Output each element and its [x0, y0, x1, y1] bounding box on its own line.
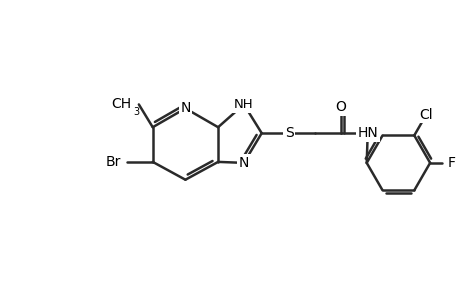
Text: N: N — [180, 101, 190, 116]
Text: CH: CH — [111, 98, 131, 111]
Text: O: O — [335, 100, 346, 114]
Text: N: N — [238, 156, 248, 170]
Text: HN: HN — [357, 126, 377, 140]
Text: NH: NH — [234, 98, 253, 111]
Text: 3: 3 — [133, 107, 139, 117]
Text: Cl: Cl — [419, 108, 432, 122]
Text: F: F — [447, 156, 455, 170]
Text: Br: Br — [105, 155, 121, 169]
Text: S: S — [285, 126, 293, 140]
